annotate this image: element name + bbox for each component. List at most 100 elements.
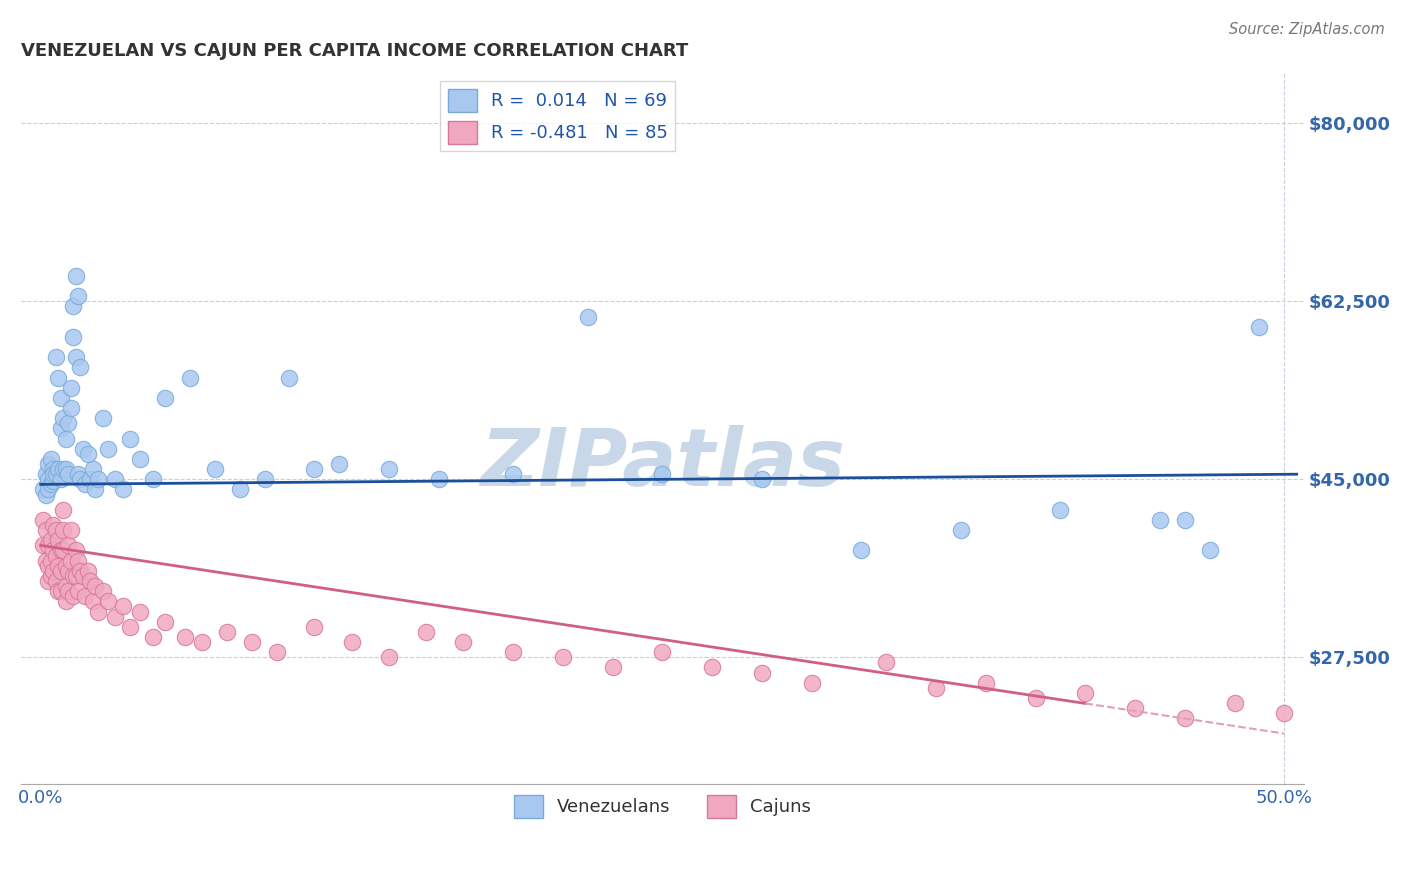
Point bbox=[49, 472, 72, 486]
Point bbox=[42, 564, 65, 578]
Point bbox=[77, 564, 100, 578]
Point bbox=[278, 370, 301, 384]
Point bbox=[56, 417, 79, 431]
Point bbox=[120, 620, 142, 634]
Point bbox=[925, 681, 948, 695]
Point bbox=[502, 467, 524, 482]
Point bbox=[82, 462, 104, 476]
Point bbox=[240, 635, 263, 649]
Point bbox=[87, 605, 110, 619]
Point bbox=[875, 656, 897, 670]
Point bbox=[949, 523, 972, 537]
Point bbox=[129, 452, 152, 467]
Point bbox=[62, 330, 84, 344]
Point bbox=[1223, 696, 1246, 710]
Point bbox=[65, 543, 87, 558]
Point bbox=[502, 645, 524, 659]
Point bbox=[39, 477, 62, 491]
Point bbox=[55, 594, 77, 608]
Point bbox=[228, 483, 250, 497]
Point bbox=[52, 543, 75, 558]
Point bbox=[69, 564, 91, 578]
Point bbox=[72, 442, 94, 456]
Point bbox=[253, 472, 276, 486]
Point bbox=[32, 513, 55, 527]
Point bbox=[45, 574, 67, 588]
Point bbox=[37, 457, 59, 471]
Point bbox=[217, 624, 239, 639]
Point bbox=[84, 579, 107, 593]
Point bbox=[751, 472, 773, 486]
Point bbox=[55, 558, 77, 573]
Point bbox=[56, 564, 79, 578]
Point bbox=[427, 472, 450, 486]
Point bbox=[82, 594, 104, 608]
Point bbox=[84, 483, 107, 497]
Point bbox=[800, 675, 823, 690]
Point bbox=[34, 487, 56, 501]
Point bbox=[49, 564, 72, 578]
Point bbox=[69, 360, 91, 375]
Text: ZIPatlas: ZIPatlas bbox=[479, 425, 845, 503]
Point bbox=[104, 609, 127, 624]
Point bbox=[56, 467, 79, 482]
Point bbox=[304, 620, 326, 634]
Point bbox=[974, 675, 997, 690]
Point bbox=[1323, 716, 1346, 731]
Point bbox=[79, 472, 101, 486]
Point bbox=[45, 549, 67, 563]
Point bbox=[1249, 319, 1271, 334]
Point bbox=[49, 421, 72, 435]
Point bbox=[266, 645, 288, 659]
Point bbox=[87, 472, 110, 486]
Point bbox=[1372, 726, 1395, 740]
Point bbox=[49, 584, 72, 599]
Point bbox=[37, 538, 59, 552]
Point bbox=[1174, 513, 1197, 527]
Point bbox=[97, 442, 120, 456]
Text: VENEZUELAN VS CAJUN PER CAPITA INCOME CORRELATION CHART: VENEZUELAN VS CAJUN PER CAPITA INCOME CO… bbox=[21, 42, 688, 60]
Point bbox=[65, 569, 87, 583]
Point bbox=[1074, 686, 1097, 700]
Point bbox=[32, 483, 55, 497]
Point bbox=[49, 543, 72, 558]
Point bbox=[1174, 711, 1197, 725]
Point bbox=[59, 381, 82, 395]
Point bbox=[45, 467, 67, 482]
Point bbox=[56, 584, 79, 599]
Point bbox=[59, 401, 82, 415]
Point bbox=[37, 574, 59, 588]
Point bbox=[52, 462, 75, 476]
Point bbox=[66, 584, 89, 599]
Point bbox=[66, 467, 89, 482]
Point bbox=[204, 462, 226, 476]
Point bbox=[45, 350, 67, 364]
Point bbox=[1198, 543, 1220, 558]
Point bbox=[52, 411, 75, 425]
Point bbox=[111, 599, 134, 614]
Point bbox=[62, 569, 84, 583]
Point bbox=[37, 472, 59, 486]
Point bbox=[415, 624, 437, 639]
Point bbox=[304, 462, 326, 476]
Point bbox=[55, 579, 77, 593]
Point bbox=[179, 370, 201, 384]
Point bbox=[56, 538, 79, 552]
Point bbox=[42, 475, 65, 489]
Point bbox=[42, 462, 65, 476]
Point bbox=[46, 370, 69, 384]
Point bbox=[34, 467, 56, 482]
Point bbox=[39, 554, 62, 568]
Point bbox=[97, 594, 120, 608]
Point bbox=[651, 467, 673, 482]
Point bbox=[91, 411, 114, 425]
Point bbox=[32, 538, 55, 552]
Point bbox=[65, 350, 87, 364]
Point bbox=[75, 477, 97, 491]
Point bbox=[69, 472, 91, 486]
Legend: Venezuelans, Cajuns: Venezuelans, Cajuns bbox=[506, 788, 818, 825]
Point bbox=[77, 447, 100, 461]
Point bbox=[142, 630, 165, 644]
Point bbox=[111, 483, 134, 497]
Point bbox=[39, 533, 62, 548]
